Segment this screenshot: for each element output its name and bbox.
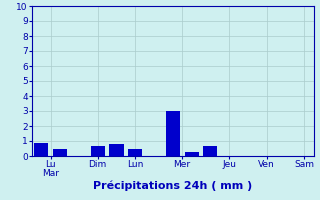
Bar xyxy=(34,142,48,156)
Bar xyxy=(109,144,124,156)
Bar xyxy=(185,152,199,156)
Bar xyxy=(91,146,105,156)
Bar xyxy=(128,148,142,156)
Bar xyxy=(53,148,67,156)
X-axis label: Précipitations 24h ( mm ): Précipitations 24h ( mm ) xyxy=(93,181,252,191)
Bar xyxy=(203,146,217,156)
Bar xyxy=(166,111,180,156)
